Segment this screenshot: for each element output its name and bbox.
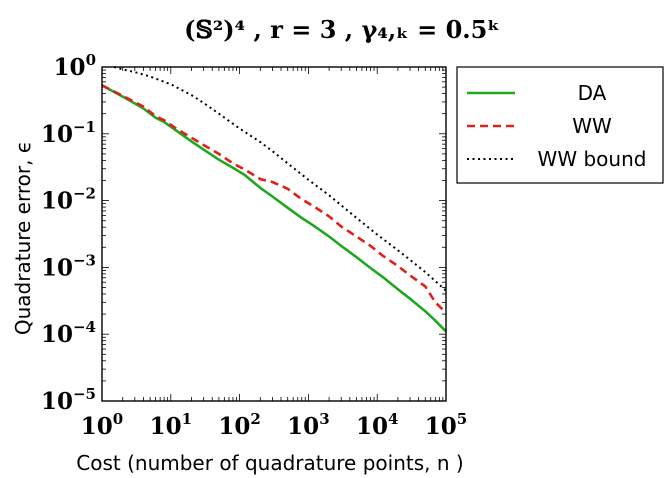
- y-tick-label: 100: [54, 51, 96, 81]
- x-tick-label: 100: [81, 410, 123, 440]
- y-tick-label: 10−5: [41, 385, 96, 415]
- series-line-da: [101, 84, 447, 333]
- y-tick-label: 10−4: [41, 318, 96, 348]
- x-tick-label: 104: [356, 410, 398, 440]
- tick-labels: 100 101 102 103 104 105 100 10−1 10−2 10−3 10−4 10−…: [41, 51, 467, 440]
- y-tick-label: 10−1: [41, 118, 96, 148]
- x-axis-label: Cost (number of quadrature points, n ): [76, 451, 463, 475]
- x-tick-label: 101: [150, 410, 192, 440]
- x-tick-label: 105: [425, 410, 467, 440]
- x-tick-label: 103: [287, 410, 329, 440]
- series-lines: [101, 66, 447, 333]
- legend: DA WW WW bound: [456, 66, 664, 184]
- series-line-ww-bound: [113, 66, 447, 292]
- legend-label: WW: [572, 114, 612, 138]
- x-tick-label: 102: [218, 410, 260, 440]
- y-tick-label: 10−2: [41, 185, 96, 215]
- chart-title: (𝕊²)⁴ , r = 3 , γ₄,ₖ = 0.5ᵏ: [184, 15, 500, 44]
- legend-label: WW bound: [538, 147, 647, 171]
- series-line-ww: [101, 84, 447, 314]
- legend-label: DA: [578, 81, 607, 105]
- legend-box: [456, 66, 664, 184]
- y-tick-label: 10−3: [41, 251, 96, 281]
- y-axis-label: Quadrature error, ϵ: [11, 141, 35, 335]
- plot-frame: [101, 66, 447, 402]
